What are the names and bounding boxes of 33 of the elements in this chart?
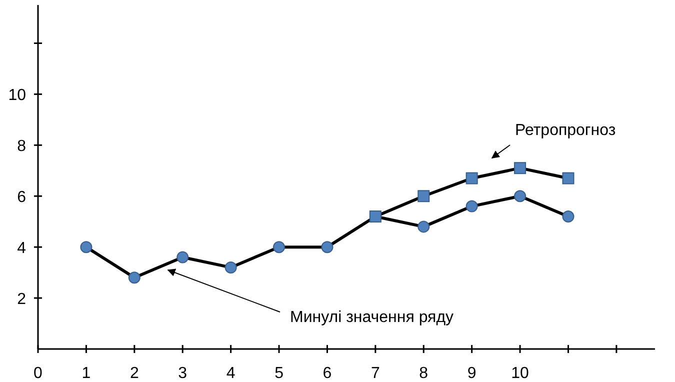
- x-tick-label: 0: [34, 365, 43, 382]
- point: [562, 172, 574, 184]
- point: [128, 272, 140, 284]
- point: [80, 241, 92, 254]
- x-tick-label: 9: [467, 365, 476, 382]
- point: [369, 210, 382, 222]
- text: Минулі значення ряду: [290, 309, 454, 326]
- x-tick-label: 4: [226, 365, 236, 382]
- x-tick-label: 1: [82, 365, 91, 382]
- point: [418, 190, 430, 202]
- point: [514, 190, 526, 202]
- x-tick-label: 2: [130, 365, 139, 382]
- x-tick-label: 3: [178, 365, 188, 382]
- point: [418, 220, 430, 233]
- x-tick-label: 8: [419, 365, 428, 382]
- y-tick-label: 8: [17, 138, 26, 156]
- point: [466, 200, 478, 212]
- point: [176, 251, 189, 264]
- y-tick-label: 10: [8, 87, 26, 104]
- x-tick-label: 6: [322, 365, 332, 382]
- x-tick-label: 10: [511, 365, 530, 382]
- x-tick-label: 5: [274, 365, 284, 382]
- point: [514, 162, 526, 174]
- point: [562, 210, 574, 222]
- y-tick-label: 6: [17, 189, 26, 206]
- point: [466, 172, 478, 184]
- point: [321, 241, 334, 254]
- x-tick-label: 7: [370, 365, 380, 382]
- point: [273, 241, 286, 254]
- y-tick-label: 2: [17, 291, 26, 308]
- point: [224, 261, 237, 274]
- y-tick-label: 4: [17, 240, 26, 258]
- series-label: Ретропрогноз: [515, 122, 616, 139]
